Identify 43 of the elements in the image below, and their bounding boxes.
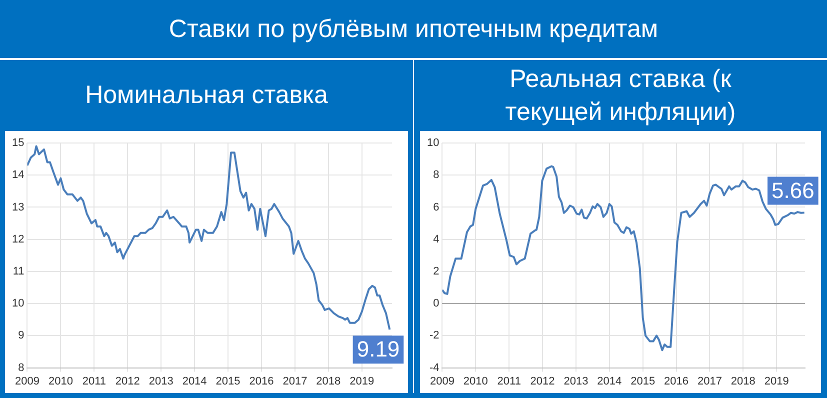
- x-tick-label: 2014: [182, 375, 207, 388]
- x-tick-label: 2009: [430, 375, 454, 388]
- x-tick-label: 2016: [249, 375, 274, 388]
- x-tick-label: 2019: [764, 375, 789, 388]
- chart-subtitle: Номинальная ставка: [84, 80, 329, 111]
- y-tick-label: 8: [18, 362, 24, 374]
- y-tick-label: 6: [433, 201, 440, 214]
- chart-title: Ставки по рублёвым ипотечным кредитам: [0, 0, 827, 60]
- x-tick-label: 2015: [216, 375, 240, 388]
- y-tick-label: 10: [12, 298, 24, 310]
- x-tick-label: 2017: [697, 375, 722, 388]
- x-tick-label: 2015: [630, 375, 656, 388]
- annotation: 5.66: [772, 178, 814, 203]
- x-tick-label: 2011: [82, 375, 106, 388]
- x-tick-label: 2009: [14, 375, 40, 388]
- annotation: 9.19: [356, 336, 400, 362]
- y-tick-label: 9: [18, 330, 24, 342]
- x-tick-label: 2010: [463, 375, 488, 388]
- y-tick-label: 13: [12, 201, 24, 214]
- x-tick-label: 2010: [48, 375, 73, 388]
- x-tick-label: 2014: [597, 375, 622, 388]
- x-tick-label: 2013: [564, 375, 588, 388]
- y-tick-label: 14: [12, 169, 24, 182]
- y-tick-label: 0: [433, 298, 440, 310]
- y-tick-label: 10: [426, 137, 440, 150]
- x-tick-label: 2017: [282, 375, 308, 388]
- y-tick-label: 15: [12, 137, 24, 150]
- y-tick-label: 11: [12, 265, 24, 278]
- x-tick-label: 2013: [148, 375, 174, 388]
- y-tick-label: -2: [429, 330, 440, 342]
- x-tick-label: 2012: [115, 375, 140, 388]
- x-tick-label: 2011: [497, 375, 521, 388]
- x-tick-label: 2018: [730, 375, 756, 388]
- y-tick-label: 4: [433, 233, 440, 246]
- x-tick-label: 2019: [350, 375, 374, 388]
- chart-subtitle: Реальная ставка (к текущей инфляции): [504, 64, 737, 128]
- x-tick-label: 2016: [664, 375, 689, 388]
- y-tick-label: 2: [433, 265, 440, 278]
- x-tick-label: 2018: [316, 375, 341, 388]
- y-tick-label: 12: [12, 233, 24, 246]
- x-tick-label: 2012: [530, 375, 555, 388]
- y-tick-label: 8: [433, 169, 440, 182]
- y-tick-label: -4: [429, 362, 440, 374]
